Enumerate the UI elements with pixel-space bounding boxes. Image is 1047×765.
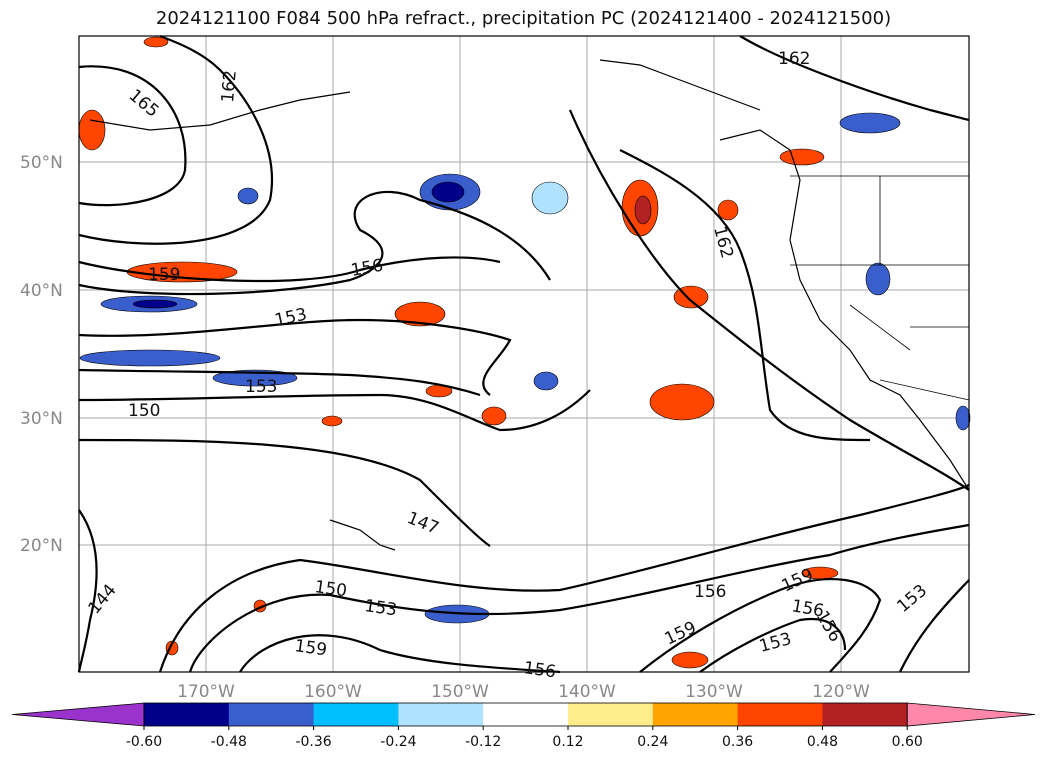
contour-150b: [158, 484, 970, 673]
precip-blob-neg: [839, 112, 901, 134]
contour-144: [77, 509, 98, 673]
contour-153c: [188, 523, 970, 673]
colorbar-tick-label: 0.60: [892, 734, 923, 750]
colorbar-tick-label: -0.12: [465, 734, 501, 750]
lon-label: 170°W: [177, 682, 235, 702]
precip-blob-pos: [78, 109, 106, 151]
colorbar-ticks: -0.60 -0.48 -0.36 -0.24 -0.12 0.12 0.24 0.36 0.4…: [126, 726, 923, 750]
lon-label: 130°W: [685, 682, 743, 702]
colorbar-segment: [652, 703, 739, 726]
precip-blob-neg: [865, 262, 891, 296]
aleutian-chain: [89, 91, 351, 131]
precip-blob-pos: [671, 651, 709, 669]
contour-label: 150: [313, 577, 348, 601]
lat-labels: 50°N 40°N 30°N 20°N: [20, 153, 63, 556]
lat-label: 40°N: [20, 281, 63, 301]
colorbar-arrow-low: [11, 702, 145, 727]
lon-label: 140°W: [558, 682, 616, 702]
precip-blob-neg-light: [531, 181, 569, 215]
precip-blob-pos: [717, 199, 739, 221]
contour-153d: [699, 617, 847, 673]
colorbar-tick-label: -0.24: [380, 734, 416, 750]
state-borders: [790, 175, 970, 401]
contour-159: [78, 256, 501, 283]
contour-162c: [739, 35, 970, 122]
contour-153b: [78, 368, 481, 397]
lat-label: 20°N: [20, 536, 63, 556]
lat-label: 50°N: [20, 153, 63, 173]
contour-label: 162: [218, 69, 241, 103]
colorbar-segment: [483, 703, 569, 726]
contour-label: 156: [694, 582, 726, 602]
map-title: 2024121100 F084 500 hPa refract., precip…: [155, 8, 892, 29]
contour-label: 159: [293, 636, 328, 660]
contour-156: [78, 190, 551, 296]
colorbar-tick-label: 0.48: [807, 734, 838, 750]
lon-labels: 170°W 160°W 150°W 140°W 130°W 120°W: [177, 682, 870, 702]
contour-153e: [899, 579, 970, 673]
precip-blob-neg: [533, 371, 559, 391]
contour-150: [78, 389, 591, 432]
contour-label: 153: [363, 596, 398, 620]
colorbar-arrow-high: [906, 702, 1036, 727]
colorbar-tick-label: -0.48: [211, 734, 247, 750]
graticule: [79, 36, 969, 672]
lon-label: 160°W: [304, 682, 362, 702]
contour-156c: [639, 578, 882, 673]
height-contours: [77, 34, 970, 674]
contour-156b: [239, 634, 561, 674]
map-plot-area: [79, 36, 969, 672]
precip-blob-neg-core: [132, 299, 178, 309]
colorbar-segment: [822, 703, 908, 726]
colorbar-tick-label: 0.24: [637, 734, 668, 750]
colorbar-tick-label: -0.36: [295, 734, 331, 750]
contour-165: [78, 65, 187, 207]
colorbar-tick-label: -0.60: [126, 734, 162, 750]
contour-147: [78, 438, 491, 547]
contour-162: [78, 34, 274, 245]
colorbar-tick-label: 0.12: [552, 734, 583, 750]
precip-blob-neg: [955, 405, 971, 431]
precip-blob-neg: [237, 187, 259, 205]
contour-162b: [619, 149, 871, 442]
precip-blob-pos-core: [634, 195, 652, 225]
hawaii-islands: [329, 519, 396, 551]
colorbar-segment: [737, 703, 823, 726]
colorbar-segment: [313, 703, 399, 726]
precip-blob-pos: [649, 383, 715, 421]
precip-blob-pos: [481, 406, 507, 426]
colorbar-tick-label: 0.36: [722, 734, 753, 750]
contour-label: 153: [245, 377, 277, 397]
precip-blob-pos: [321, 415, 343, 427]
precip-blob-pos: [779, 148, 825, 166]
alaska-coast: [599, 59, 761, 111]
contour-159b: [568, 109, 970, 491]
map-frame: [78, 35, 970, 673]
precip-blob-neg: [79, 349, 221, 367]
colorbar-segment: [144, 703, 230, 726]
contour-label: 156: [522, 658, 557, 682]
contour-label: 162: [778, 49, 810, 69]
contour-label: 159: [148, 265, 180, 285]
north-america-coast: [719, 129, 970, 491]
lon-label: 120°W: [812, 682, 870, 702]
colorbar-segment: [398, 703, 484, 726]
precip-blob-pos: [126, 261, 238, 283]
colorbar-segments: [11, 702, 1036, 727]
contour-label: 150: [128, 401, 160, 421]
colorbar-segment: [228, 703, 315, 726]
colorbar-segment: [568, 703, 654, 726]
precip-blob-pos: [394, 301, 446, 327]
lat-label: 30°N: [20, 409, 63, 429]
precip-blob-neg-core: [431, 181, 465, 203]
coastlines: [89, 59, 970, 551]
colorbar-frame: [143, 702, 908, 727]
lon-label: 150°W: [431, 682, 489, 702]
contour-153a: [78, 318, 512, 396]
colorbar: -0.60 -0.48 -0.36 -0.24 -0.12 0.12 0.24 0.36 0.4…: [11, 702, 1036, 750]
precip-blob-pos: [143, 36, 169, 48]
